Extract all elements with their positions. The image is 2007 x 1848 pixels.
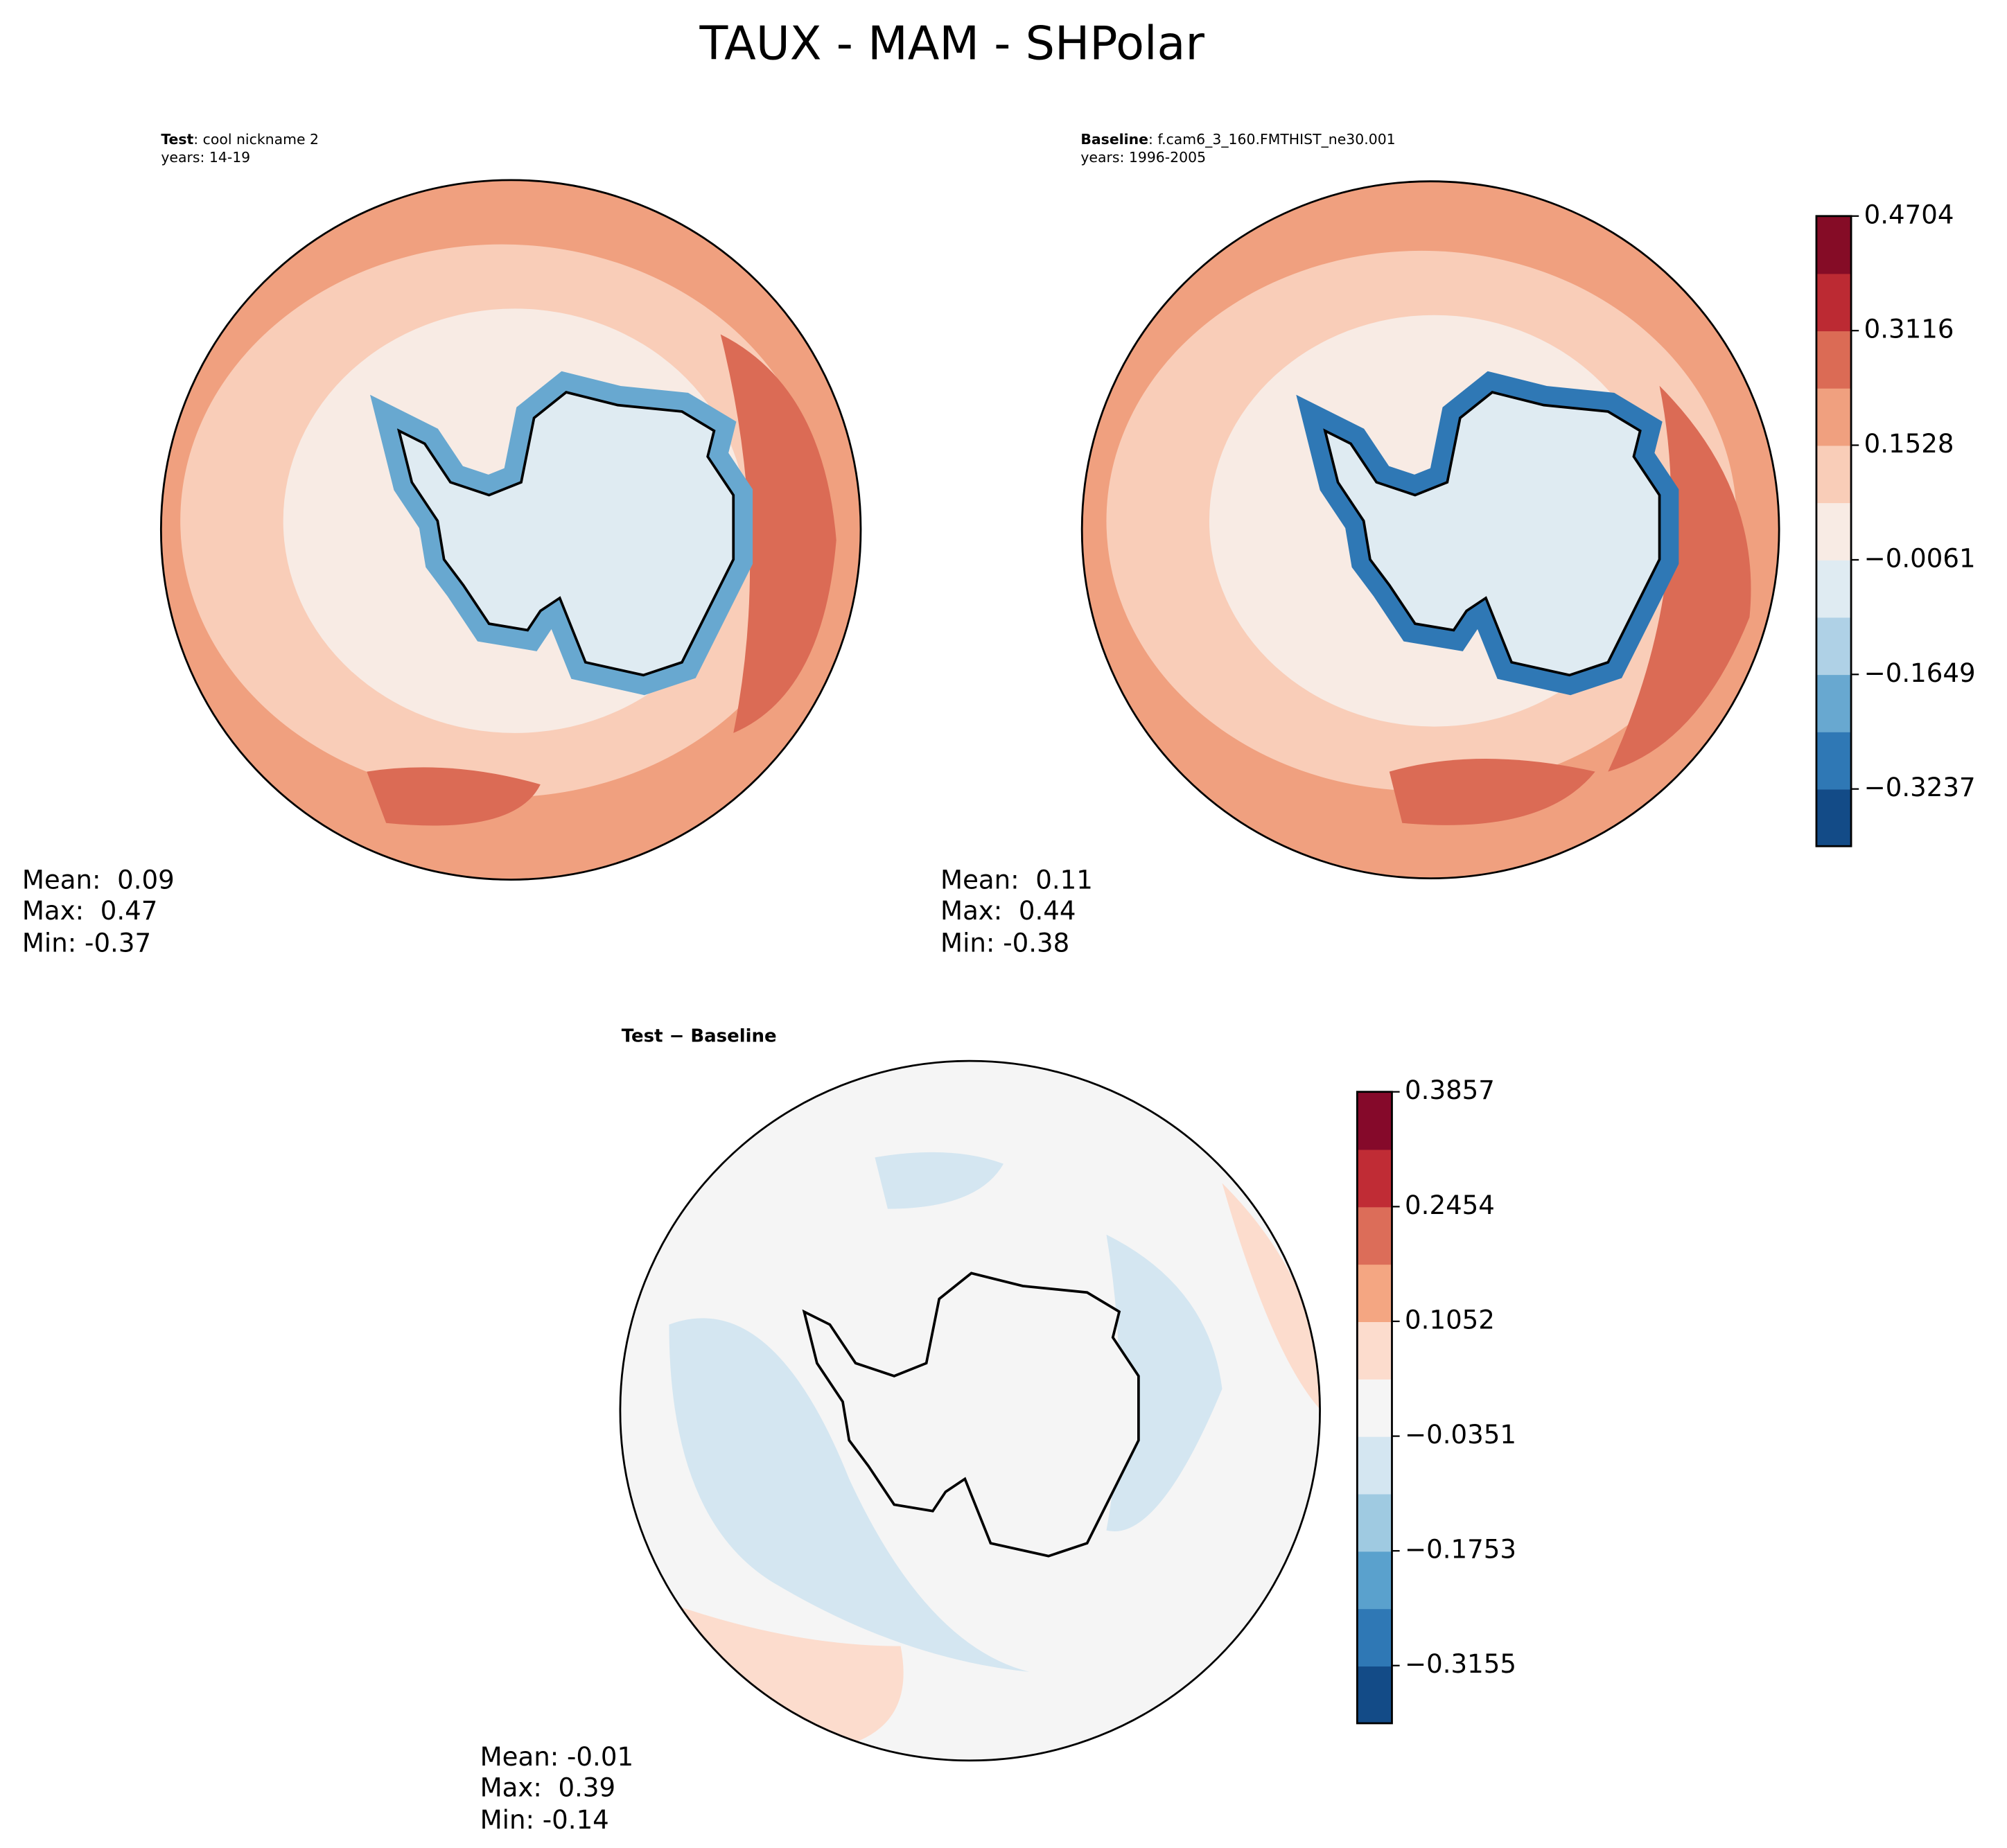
map-frame (159, 179, 862, 881)
panel-title: Baseline: f.cam6_3_160.FMTHIST_ne30.001 (1080, 131, 1395, 148)
stat: Mean: 0.11 (940, 865, 1093, 895)
colorbar-frame (1815, 215, 1852, 847)
colorbar-band (1357, 1149, 1392, 1208)
stat: Min: -0.37 (22, 928, 151, 958)
colorbar-band (1816, 559, 1852, 618)
colorbar-band (1816, 789, 1852, 847)
colorbar-tick-label: 0.4704 (1864, 200, 1954, 229)
map-frame (1080, 180, 1780, 880)
colorbar-band (1816, 502, 1852, 561)
colorbar-tick-label: 0.3857 (1405, 1075, 1495, 1105)
colorbar-tick-label: −0.1753 (1405, 1535, 1516, 1565)
colorbar-band (1357, 1608, 1392, 1667)
colorbar-band (1357, 1206, 1392, 1265)
colorbar-band (1816, 731, 1852, 790)
colorbar-tick-label: 0.1052 (1405, 1305, 1495, 1335)
colorbar-tick-label: −0.3237 (1864, 773, 1976, 802)
colorbar-band (1357, 1436, 1392, 1495)
panel-title: Test − Baseline (622, 1026, 777, 1046)
panel-case: : f.cam6_3_160.FMTHIST_ne30.001 (1148, 131, 1396, 148)
colorbar-band (1357, 1321, 1392, 1380)
stat: Max: 0.44 (940, 896, 1076, 926)
colorbar-band (1357, 1091, 1392, 1150)
colorbar-band (1816, 331, 1852, 389)
colorbar-band (1357, 1551, 1392, 1610)
stat: Mean: 0.09 (22, 865, 175, 895)
figure-title: TAUX - MAM - SHPolar (699, 16, 1205, 70)
colorbar-tick-label: 0.2454 (1405, 1190, 1495, 1220)
colorbar-tick-label: 0.1528 (1864, 429, 1954, 459)
stat: Max: 0.39 (480, 1773, 615, 1803)
map-difference (620, 1061, 1320, 1761)
stat: Max: 0.47 (22, 896, 157, 926)
colorbar-band (1816, 273, 1852, 332)
panel-case: : cool nickname 2 (193, 131, 319, 148)
colorbar-tick-label: −0.1649 (1864, 658, 1976, 688)
colorbar-frame (1356, 1091, 1393, 1725)
panel-label: Test (161, 131, 193, 148)
colorbar-tick-label: −0.3155 (1405, 1649, 1516, 1679)
colorbar-band (1357, 1378, 1392, 1437)
stat: Min: -0.38 (940, 928, 1069, 958)
colorbar-tick-label: −0.0061 (1864, 543, 1976, 573)
colorbar-band (1357, 1666, 1392, 1724)
colorbar-band (1357, 1264, 1392, 1323)
stat: Mean: -0.01 (480, 1742, 633, 1772)
colorbar-band (1357, 1493, 1392, 1552)
panel-title: Test: cool nickname 2 (161, 131, 319, 148)
map-frame (619, 1059, 1321, 1762)
colorbar-band (1816, 674, 1852, 732)
colorbar-tick-label: −0.0351 (1405, 1420, 1516, 1450)
map-test (161, 179, 861, 880)
panel-years: years: 14-19 (161, 149, 250, 166)
colorbar-band (1816, 387, 1852, 446)
colorbar-band (1816, 617, 1852, 676)
colorbar-band (1816, 215, 1852, 274)
colorbar-tick-label: 0.3116 (1864, 315, 1954, 344)
stat: Min: -0.14 (480, 1805, 609, 1835)
panel-label: Baseline (1080, 131, 1148, 148)
map-baseline (1082, 181, 1780, 879)
panel-years: years: 1996-2005 (1080, 149, 1206, 166)
colorbar-band (1816, 445, 1852, 504)
